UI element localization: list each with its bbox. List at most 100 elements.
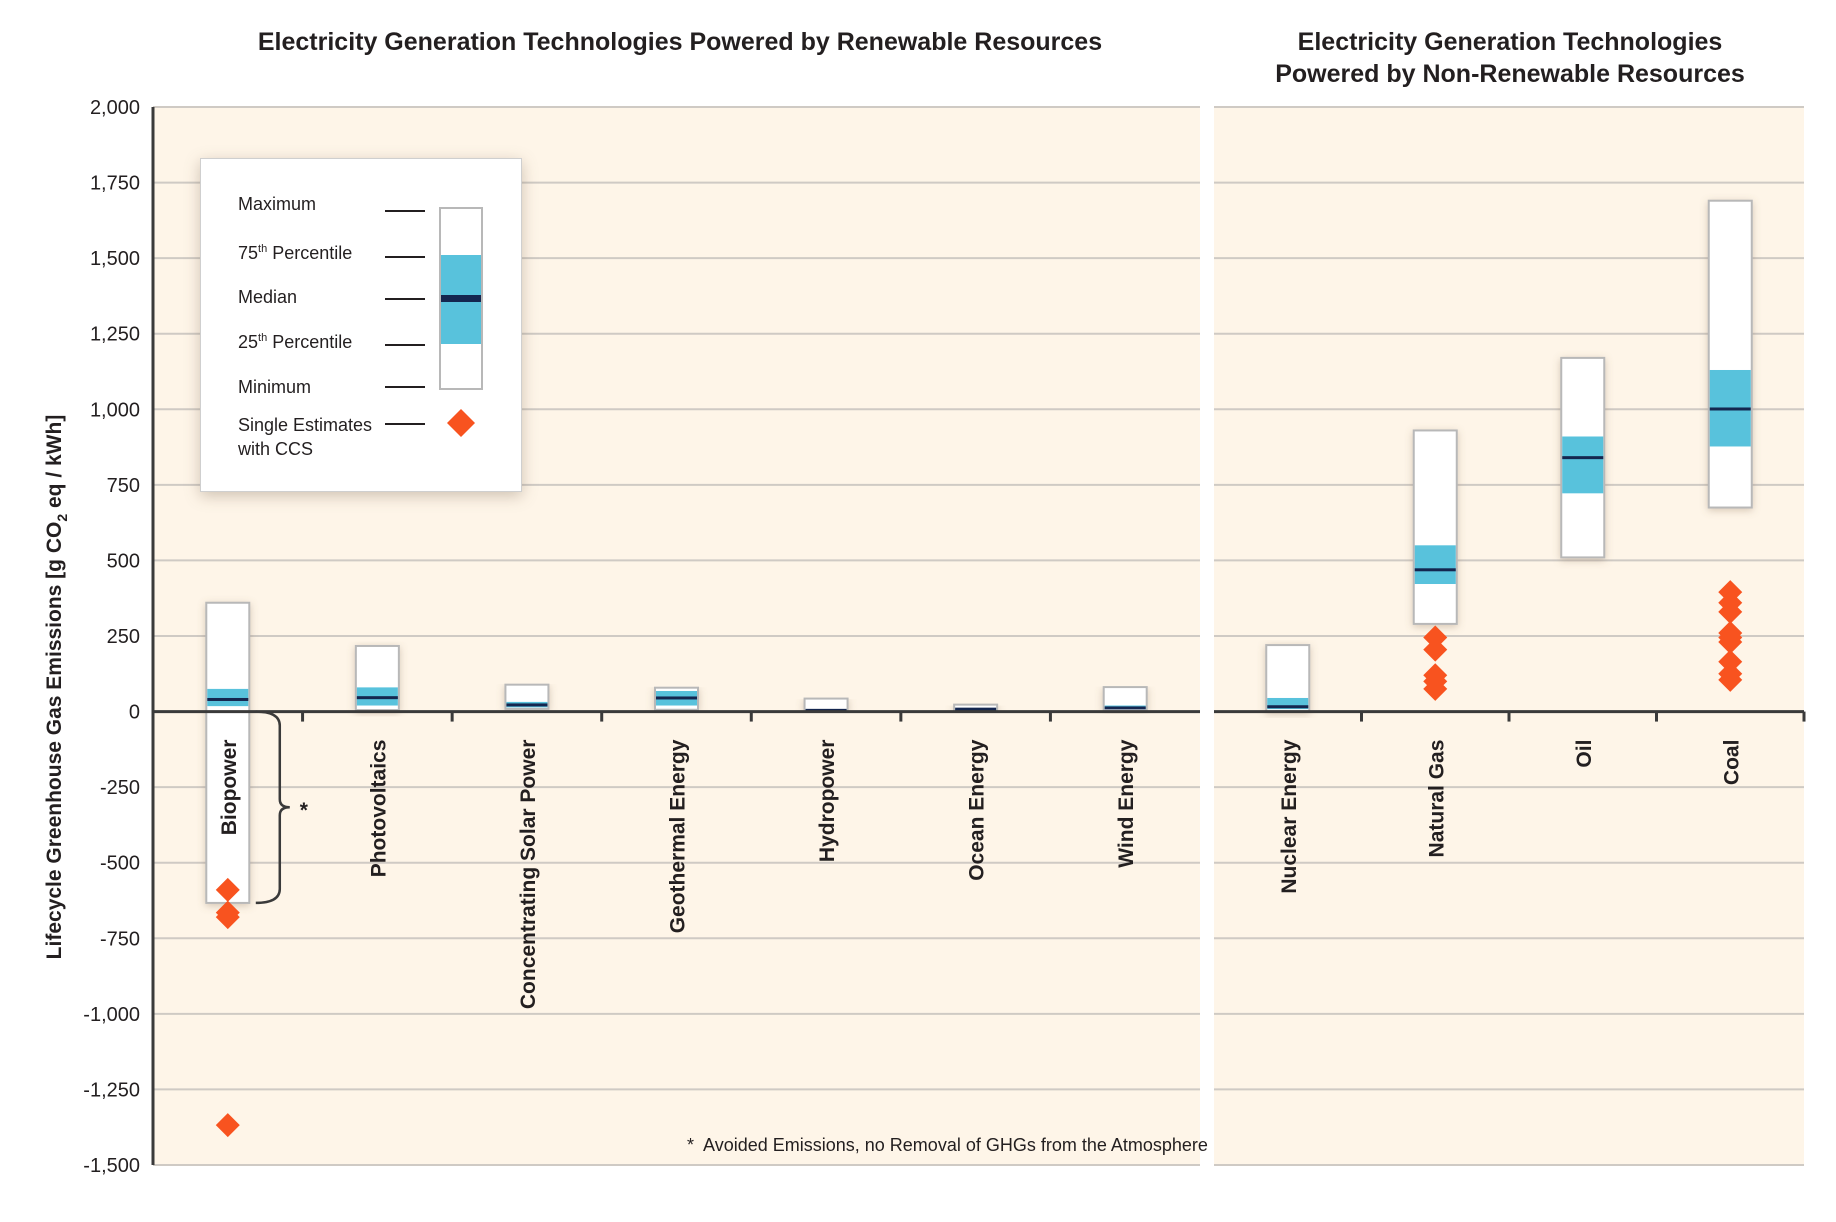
y-tick-label: -1,500 — [83, 1155, 140, 1177]
legend-p75-label: 75th Percentile — [238, 243, 352, 264]
box-biopower — [205, 601, 251, 1138]
footnote-star: * — [687, 1135, 695, 1155]
legend-p25-num: 25 — [238, 332, 259, 352]
y-tick-label: -1,000 — [83, 1004, 140, 1026]
y-tick-label: -750 — [100, 928, 140, 950]
box-whisker-range — [205, 601, 251, 904]
category-label: Coal — [1720, 740, 1743, 786]
legend-ccs-label: Single Estimates with CCS — [238, 413, 372, 461]
y-tick-label: 500 — [107, 550, 140, 572]
category-label: Nuclear Energy — [1278, 739, 1301, 893]
legend-p25-label: 25th Percentile — [238, 332, 352, 353]
legend-ccs-line2: with CCS — [238, 439, 314, 459]
footnote: * Avoided Emissions, no Removal of GHGs … — [687, 1135, 1208, 1156]
box-median — [1414, 568, 1456, 572]
category-label: Hydropower — [816, 740, 839, 863]
box-median — [1562, 456, 1604, 460]
category-label: Geothermal Energy — [667, 739, 690, 933]
legend-p75-num: 75 — [238, 243, 259, 263]
legend-median-label: Median — [238, 287, 298, 307]
category-label: Photovoltaics — [367, 740, 390, 878]
legend-ccs-line1: Single Estimates — [238, 415, 373, 435]
box-whisker-range — [1707, 199, 1753, 509]
box-geothermal-energy — [654, 686, 699, 711]
biopower-brace-star: * — [300, 799, 309, 822]
box-median — [356, 696, 398, 700]
legend-p25-dash — [385, 344, 425, 346]
category-label: Biopower — [218, 740, 241, 836]
legend-median-dash — [385, 298, 425, 300]
legend: Maximum 75th Percentile Median 25th Perc… — [200, 158, 522, 492]
chart-title-nonrenewable-line1: Electricity Generation Technologies — [1297, 28, 1723, 56]
y-axis-label-part1: Lifecycle Greenhouse Gas Emissions [g CO — [43, 522, 66, 960]
box-oil — [1560, 356, 1606, 559]
chart-title-nonrenewable-line2: Powered by Non-Renewable Resources — [1275, 60, 1745, 88]
chart-title-nonrenewable: Electricity Generation Technologies Powe… — [1210, 26, 1810, 90]
box-wind-energy — [1102, 686, 1148, 712]
legend-maximum-label: Maximum — [238, 194, 317, 214]
legend-minimum-dash — [385, 386, 425, 388]
legend-box-sample — [439, 207, 483, 437]
y-axis-label-subscript: 2 — [54, 514, 70, 522]
legend-p25-text: Percentile — [267, 332, 353, 352]
ccs-estimate-marker — [1718, 667, 1743, 692]
box-median — [1709, 407, 1751, 411]
category-label: Oil — [1573, 740, 1596, 768]
ccs-estimate-marker — [215, 905, 240, 930]
legend-minimum-label: Minimum — [238, 377, 312, 397]
box-natural-gas — [1412, 429, 1458, 701]
y-axis-label: Lifecycle Greenhouse Gas Emissions [g CO… — [43, 415, 70, 960]
y-tick-label: 1,500 — [90, 248, 140, 270]
box-iqr — [1562, 436, 1604, 494]
legend-p75-sup: th — [258, 243, 268, 255]
ccs-estimate-marker — [1423, 625, 1448, 650]
y-tick-label: 2,000 — [90, 97, 140, 119]
box-hydropower — [803, 697, 849, 713]
category-label: Wind Energy — [1115, 739, 1138, 867]
y-tick-label: -500 — [100, 853, 140, 875]
box-photovoltaics — [354, 644, 400, 712]
chart-title-renewable: Electricity Generation Technologies Powe… — [257, 28, 1103, 56]
y-tick-label: 1,000 — [90, 399, 140, 421]
ccs-estimate-marker — [1718, 599, 1743, 624]
ccs-estimate-marker — [215, 877, 240, 902]
ccs-estimate-marker — [1718, 649, 1743, 674]
box-whisker-range — [1412, 429, 1458, 625]
legend-ccs-dash — [385, 423, 425, 425]
category-label: Natural Gas — [1425, 740, 1448, 858]
legend-box-median — [441, 295, 481, 302]
box-median — [656, 696, 697, 700]
y-tick-label: 1,250 — [90, 324, 140, 346]
ccs-estimate-marker — [1423, 676, 1448, 701]
y-axis-label-part2: eq / kWh] — [43, 415, 66, 514]
legend-ccs-diamond — [447, 409, 475, 437]
box-nuclear-energy — [1265, 644, 1311, 713]
box-median — [955, 707, 997, 711]
y-tick-label: 750 — [107, 475, 140, 497]
box-iqr — [207, 688, 249, 707]
ccs-estimate-marker — [215, 1113, 240, 1138]
box-concentrating-solar-power — [504, 683, 550, 710]
box-median — [1104, 706, 1146, 710]
box-median — [207, 697, 249, 701]
ccs-estimate-marker — [1423, 637, 1448, 662]
box-iqr — [1414, 545, 1456, 585]
box-iqr — [1267, 697, 1309, 710]
box-median — [506, 703, 548, 707]
category-label: Concentrating Solar Power — [517, 740, 540, 1010]
box-median — [1267, 705, 1309, 709]
category-label: Ocean Energy — [966, 739, 989, 881]
y-tick-label: -1,250 — [83, 1079, 140, 1101]
y-tick-label: 1,750 — [90, 173, 140, 195]
legend-p75-text: Percentile — [267, 243, 353, 263]
legend-maximum-dash — [385, 210, 425, 212]
y-tick-label: -250 — [100, 777, 140, 799]
legend-p75-dash — [385, 256, 425, 258]
ccs-estimate-marker — [1718, 630, 1743, 655]
y-tick-label: 250 — [107, 626, 140, 648]
legend-p25-sup: th — [258, 332, 268, 344]
box-coal — [1707, 199, 1753, 692]
y-tick-label: 0 — [129, 702, 140, 724]
footnote-text: Avoided Emissions, no Removal of GHGs fr… — [703, 1135, 1208, 1155]
